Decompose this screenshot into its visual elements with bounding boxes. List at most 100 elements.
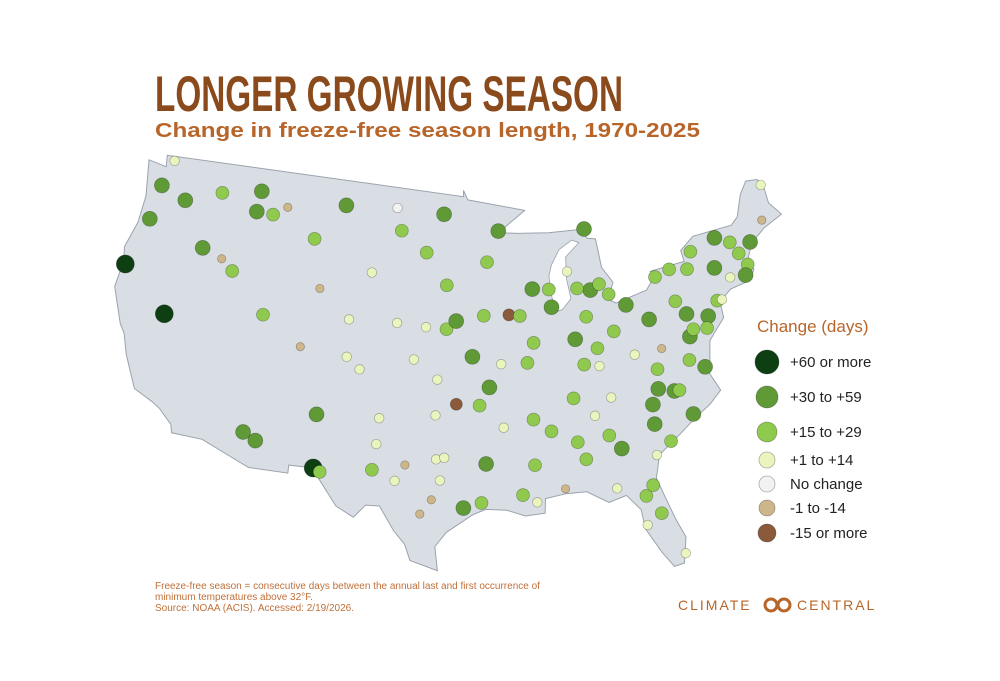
station-dot bbox=[474, 496, 489, 510]
station-dot bbox=[700, 321, 714, 335]
station-dot bbox=[612, 483, 623, 494]
station-dot bbox=[430, 410, 441, 421]
station-dot bbox=[685, 406, 702, 422]
station-dot bbox=[256, 307, 270, 322]
station-dot bbox=[225, 264, 240, 278]
station-dot bbox=[566, 391, 581, 406]
station-dot bbox=[520, 356, 535, 370]
station-dot bbox=[589, 410, 601, 421]
station-dot bbox=[415, 509, 425, 519]
station-dot bbox=[526, 412, 541, 427]
station-dot bbox=[561, 266, 573, 277]
station-dot bbox=[641, 311, 657, 328]
station-dot bbox=[315, 283, 325, 294]
footnote-line: minimum temperatures above 32°F. bbox=[155, 592, 313, 603]
station-dot bbox=[541, 282, 556, 297]
station-dot bbox=[646, 416, 663, 432]
station-dot bbox=[757, 215, 767, 225]
station-dot bbox=[579, 452, 594, 467]
station-dot bbox=[594, 360, 605, 372]
station-dot bbox=[498, 422, 509, 433]
station-dot bbox=[154, 304, 174, 324]
station-dot bbox=[248, 203, 265, 220]
station-dot bbox=[528, 458, 542, 473]
station-dot bbox=[602, 428, 617, 443]
station-dot bbox=[512, 309, 527, 323]
legend-swatch bbox=[758, 451, 776, 469]
station-dot bbox=[651, 449, 663, 461]
station-dot bbox=[570, 435, 585, 450]
station-dot bbox=[490, 223, 507, 239]
station-dot bbox=[266, 207, 280, 222]
station-dot bbox=[648, 270, 662, 284]
map bbox=[114, 154, 783, 572]
station-dot bbox=[706, 260, 723, 276]
station-dot bbox=[613, 440, 630, 457]
station-dot bbox=[664, 434, 678, 449]
station-dot bbox=[472, 398, 487, 413]
station-dot bbox=[432, 374, 443, 385]
station-dot bbox=[434, 475, 446, 486]
station-dot bbox=[645, 396, 661, 413]
station-dot bbox=[516, 488, 530, 502]
legend-swatch bbox=[754, 349, 780, 375]
station-dot bbox=[389, 475, 400, 486]
station-dot bbox=[683, 244, 698, 259]
footnote: Freeze-free season = consecutive days be… bbox=[155, 581, 540, 614]
station-dot bbox=[448, 313, 465, 329]
legend-label: +1 to +14 bbox=[790, 452, 853, 469]
legend-label: No change bbox=[790, 476, 863, 493]
station-dot bbox=[561, 484, 571, 494]
logo-text: CENTRAL bbox=[797, 597, 876, 613]
station-dot bbox=[672, 383, 687, 397]
station-dot bbox=[496, 359, 507, 370]
station-dot bbox=[217, 254, 227, 264]
station-dot bbox=[680, 548, 691, 559]
station-dot bbox=[338, 197, 355, 214]
station-dot bbox=[295, 342, 305, 352]
station-dot bbox=[194, 240, 211, 256]
station-dot bbox=[755, 179, 766, 191]
station-dot bbox=[141, 210, 158, 227]
station-dot bbox=[662, 262, 676, 277]
station-dot bbox=[697, 358, 713, 375]
station-dot bbox=[343, 314, 355, 325]
footnote-line: Freeze-free season = consecutive days be… bbox=[155, 581, 540, 592]
legend-title: Change (days) bbox=[757, 317, 869, 336]
station-dot bbox=[307, 232, 322, 246]
station-dot bbox=[366, 267, 378, 278]
station-dot bbox=[480, 255, 494, 270]
station-dot bbox=[576, 221, 592, 237]
station-dot bbox=[680, 262, 694, 276]
legend-swatch bbox=[758, 475, 776, 493]
footnote-line: Source: NOAA (ACIS). Accessed: 2/19/2026… bbox=[155, 603, 354, 614]
station-dot bbox=[455, 500, 472, 516]
station-dot bbox=[579, 309, 594, 324]
station-dot bbox=[371, 438, 382, 450]
station-dot bbox=[544, 424, 559, 439]
station-dot bbox=[312, 465, 327, 479]
legend-label: +30 to +59 bbox=[790, 389, 862, 406]
station-dot bbox=[678, 306, 695, 322]
station-dot bbox=[650, 362, 665, 377]
station-dot bbox=[668, 294, 683, 309]
station-dot bbox=[308, 406, 325, 423]
station-dot bbox=[341, 351, 352, 362]
station-dot bbox=[408, 354, 420, 365]
station-dot bbox=[478, 456, 494, 472]
station-dot bbox=[177, 192, 194, 209]
station-dot bbox=[722, 235, 737, 250]
station-dot bbox=[657, 344, 667, 354]
station-dot bbox=[235, 424, 251, 440]
station-dot bbox=[592, 277, 606, 291]
station-dot bbox=[742, 234, 758, 250]
legend: Change (days) +60 or more +30 to +59 +15 t… bbox=[754, 317, 871, 543]
logo-text: CLIMATE bbox=[678, 597, 752, 613]
legend-label: +15 to +29 bbox=[790, 424, 862, 441]
station-dot bbox=[354, 364, 365, 375]
title: LONGER GROWING SEASON bbox=[155, 66, 623, 122]
station-dot bbox=[391, 317, 403, 329]
legend-swatch bbox=[755, 385, 779, 409]
station-dot bbox=[481, 379, 498, 396]
